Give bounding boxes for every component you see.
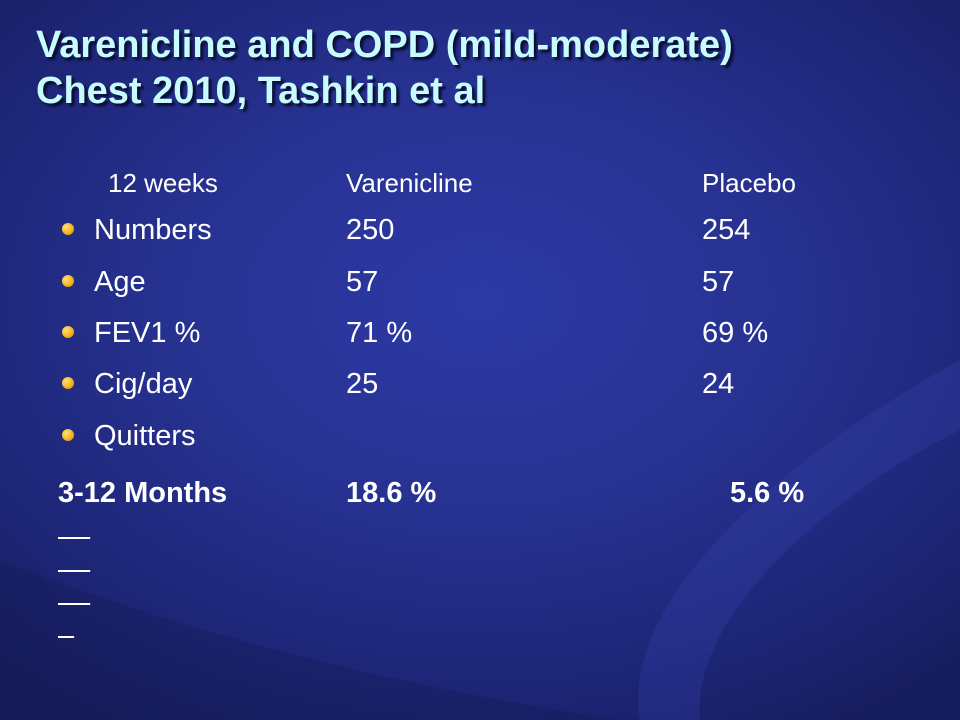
- row-label-cig-day: Cig/day: [94, 368, 193, 400]
- bullet-icon: [62, 326, 74, 338]
- row-varenicline-numbers: 250: [346, 214, 395, 246]
- row-placebo-age: 57: [702, 266, 735, 298]
- title-line-2: Chest 2010, Tashkin et al: [36, 70, 486, 112]
- header-varenicline: Varenicline: [346, 168, 473, 198]
- row-placebo-numbers: 254: [702, 214, 751, 246]
- row-placebo-cig-day: 24: [702, 368, 735, 400]
- row-varenicline-cig-day: 25: [346, 368, 379, 400]
- row-label-fev1: FEV1 %: [94, 317, 201, 349]
- row-varenicline-fev1: 71 %: [346, 317, 413, 349]
- row-label-numbers: Numbers: [94, 214, 212, 246]
- row-varenicline-age: 57: [346, 266, 379, 298]
- header-label: 12 weeks: [108, 168, 218, 198]
- row-label-quitters: Quitters: [94, 420, 196, 452]
- footer-label: 3-12 Months: [58, 477, 228, 509]
- bullet-icon: [62, 429, 74, 441]
- footer-varenicline: 18.6 %: [346, 477, 437, 509]
- bullet-icon: [62, 377, 74, 389]
- footer-row: 3-12 Months 18.6 % 5.6 %: [58, 477, 830, 513]
- slide-title: Varenicline and COPD (mild-moderate) Che…: [36, 22, 936, 114]
- row-label-age: Age: [94, 266, 146, 298]
- footer-placebo: 5.6 %: [730, 477, 813, 509]
- header-placebo: Placebo: [702, 168, 796, 198]
- bullet-icon: [62, 275, 74, 287]
- row-placebo-fev1: 69 %: [702, 317, 769, 349]
- bullet-icon: [62, 223, 74, 235]
- title-line-1: Varenicline and COPD (mild-moderate): [36, 24, 733, 66]
